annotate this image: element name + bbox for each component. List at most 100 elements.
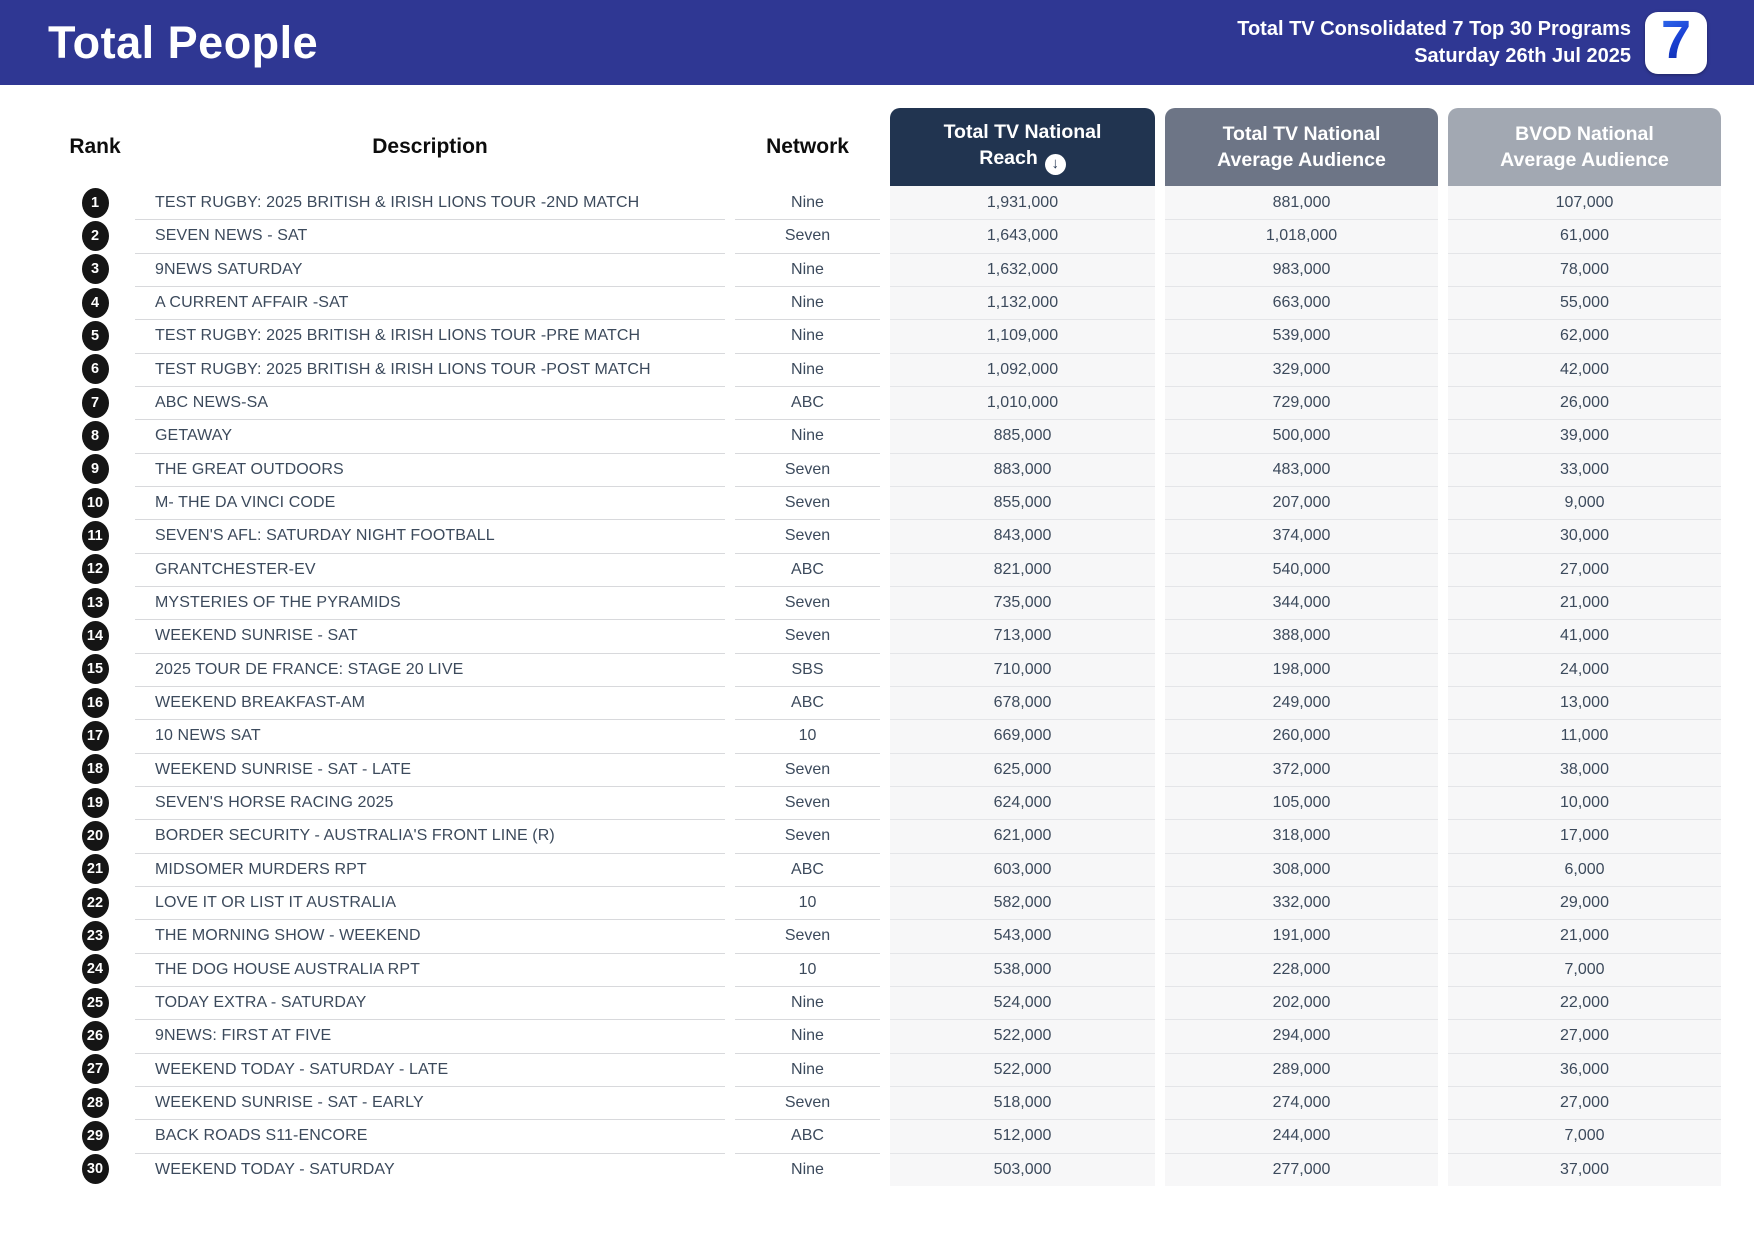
avg-header-line1: Total TV National [1222, 123, 1381, 145]
rank-badge: 19 [81, 787, 109, 818]
rank-cell: 13 [55, 586, 135, 619]
rank-cell: 25 [55, 986, 135, 1019]
table-row: 2 SEVEN NEWS - SAT Seven 1,643,000 1,018,000… [55, 219, 1721, 253]
description-cell: WEEKEND SUNRISE - SAT - EARLY [135, 1085, 725, 1119]
rank-badge: 24 [81, 954, 109, 985]
footer-bar-orange-segment [440, 1223, 880, 1241]
avg-audience-cell: 207,000 [1165, 485, 1438, 520]
table-body: 1 TEST RUGBY: 2025 BRITISH & IRISH LIONS … [55, 186, 1721, 1186]
reach-cell: 1,643,000 [890, 219, 1155, 253]
rank-cell: 2 [55, 219, 135, 252]
bvod-audience-cell: 10,000 [1448, 785, 1721, 820]
reach-cell: 843,000 [890, 519, 1155, 553]
bvod-audience-cell: 7,000 [1448, 1119, 1721, 1153]
column-header-reach[interactable]: Total TV National Reach ↓ [890, 108, 1155, 186]
rank-cell: 15 [55, 653, 135, 686]
reach-cell: 735,000 [890, 585, 1155, 620]
bvod-audience-cell: 21,000 [1448, 919, 1721, 953]
table-row: 19 SEVEN'S HORSE RACING 2025 Seven 624,000 1… [55, 785, 1721, 820]
bvod-audience-cell: 9,000 [1448, 485, 1721, 520]
rank-cell: 4 [55, 286, 135, 319]
rank-badge: 1 [81, 187, 109, 218]
description-cell: 9NEWS SATURDAY [135, 252, 725, 286]
reach-cell: 503,000 [890, 1152, 1155, 1186]
rank-badge: 12 [81, 554, 109, 585]
rank-cell: 16 [55, 686, 135, 719]
reach-cell: 538,000 [890, 952, 1155, 986]
rank-badge: 15 [81, 654, 109, 685]
rank-cell: 20 [55, 819, 135, 852]
bvod-audience-cell: 78,000 [1448, 252, 1721, 286]
description-cell: BORDER SECURITY - AUSTRALIA'S FRONT LINE… [135, 819, 725, 852]
reach-cell: 524,000 [890, 985, 1155, 1020]
column-header-avg-audience[interactable]: Total TV National Average Audience [1165, 108, 1438, 186]
description-cell: THE MORNING SHOW - WEEKEND [135, 919, 725, 952]
rank-badge: 22 [81, 887, 109, 918]
avg-audience-cell: 277,000 [1165, 1152, 1438, 1186]
column-header-bvod-audience[interactable]: BVOD National Average Audience [1448, 108, 1721, 186]
rank-badge: 17 [81, 720, 109, 751]
reach-cell: 855,000 [890, 485, 1155, 520]
description-cell: BACK ROADS S11-ENCORE [135, 1119, 725, 1152]
avg-audience-cell: 191,000 [1165, 919, 1438, 953]
avg-audience-cell: 244,000 [1165, 1119, 1438, 1153]
bvod-audience-cell: 41,000 [1448, 619, 1721, 653]
description-cell: THE GREAT OUTDOORS [135, 452, 725, 486]
description-cell: WEEKEND SUNRISE - SAT [135, 619, 725, 652]
network-cell: ABC [735, 1119, 880, 1152]
description-cell: WEEKEND SUNRISE - SAT - LATE [135, 752, 725, 786]
network-cell: Seven [735, 485, 880, 519]
rank-badge: 29 [81, 1120, 109, 1151]
report-subtitle-line1: Total TV Consolidated 7 Top 30 Programs [1237, 17, 1631, 40]
rank-cell: 30 [55, 1153, 135, 1186]
bvod-audience-cell: 36,000 [1448, 1052, 1721, 1086]
rank-cell: 5 [55, 319, 135, 352]
reach-cell: 1,132,000 [890, 285, 1155, 320]
report-subtitle-line2: Saturday 26th Jul 2025 [1414, 44, 1631, 67]
table-row: 30 WEEKEND TODAY - SATURDAY Nine 503,000 277… [55, 1152, 1721, 1186]
reach-cell: 1,931,000 [890, 186, 1155, 220]
rank-cell: 10 [55, 486, 135, 519]
bvod-header-line2: Average Audience [1500, 149, 1669, 171]
network-cell: Seven [735, 452, 880, 486]
avg-audience-cell: 983,000 [1165, 252, 1438, 286]
table-row: 16 WEEKEND BREAKFAST-AM ABC 678,000 249,000 1… [55, 685, 1721, 720]
bvod-audience-cell: 27,000 [1448, 552, 1721, 586]
page-title: Total People [48, 16, 319, 68]
rank-badge: 13 [81, 587, 109, 618]
table-row: 8 GETAWAY Nine 885,000 500,000 39,000 [55, 419, 1721, 453]
table-row: 7 ABC NEWS-SA ABC 1,010,000 729,000 26,000 [55, 385, 1721, 420]
network-cell: ABC [735, 552, 880, 586]
reach-cell: 1,092,000 [890, 352, 1155, 386]
rank-cell: 29 [55, 1119, 135, 1152]
rank-badge: 23 [81, 920, 109, 951]
table-row: 4 A CURRENT AFFAIR -SAT Nine 1,132,000 663,0… [55, 285, 1721, 320]
reach-cell: 582,000 [890, 885, 1155, 920]
reach-cell: 885,000 [890, 419, 1155, 453]
description-cell: MYSTERIES OF THE PYRAMIDS [135, 585, 725, 619]
table-header-row: Rank Description Network Total TV Nation… [55, 108, 1721, 186]
bvod-audience-cell: 42,000 [1448, 352, 1721, 386]
avg-audience-cell: 289,000 [1165, 1052, 1438, 1086]
rank-cell: 6 [55, 353, 135, 386]
network-cell: Nine [735, 1152, 880, 1186]
table-row: 23 THE MORNING SHOW - WEEKEND Seven 543,000… [55, 919, 1721, 953]
rank-badge: 21 [81, 854, 109, 885]
table-row: 13 MYSTERIES OF THE PYRAMIDS Seven 735,000 3… [55, 585, 1721, 620]
bvod-audience-cell: 39,000 [1448, 419, 1721, 453]
bvod-audience-cell: 27,000 [1448, 1019, 1721, 1053]
avg-audience-cell: 318,000 [1165, 819, 1438, 853]
network-cell: SBS [735, 652, 880, 686]
bvod-audience-cell: 13,000 [1448, 685, 1721, 720]
bvod-audience-cell: 107,000 [1448, 186, 1721, 220]
network-cell: ABC [735, 852, 880, 886]
reach-cell: 603,000 [890, 852, 1155, 886]
network-cell: 10 [735, 719, 880, 752]
description-cell: WEEKEND TODAY - SATURDAY [135, 1152, 725, 1186]
reach-cell: 821,000 [890, 552, 1155, 586]
network-cell: Nine [735, 1052, 880, 1086]
table-row: 26 9NEWS: FIRST AT FIVE Nine 522,000 294,000… [55, 1019, 1721, 1053]
avg-audience-cell: 329,000 [1165, 352, 1438, 386]
reach-cell: 512,000 [890, 1119, 1155, 1153]
network-cell: Nine [735, 352, 880, 386]
